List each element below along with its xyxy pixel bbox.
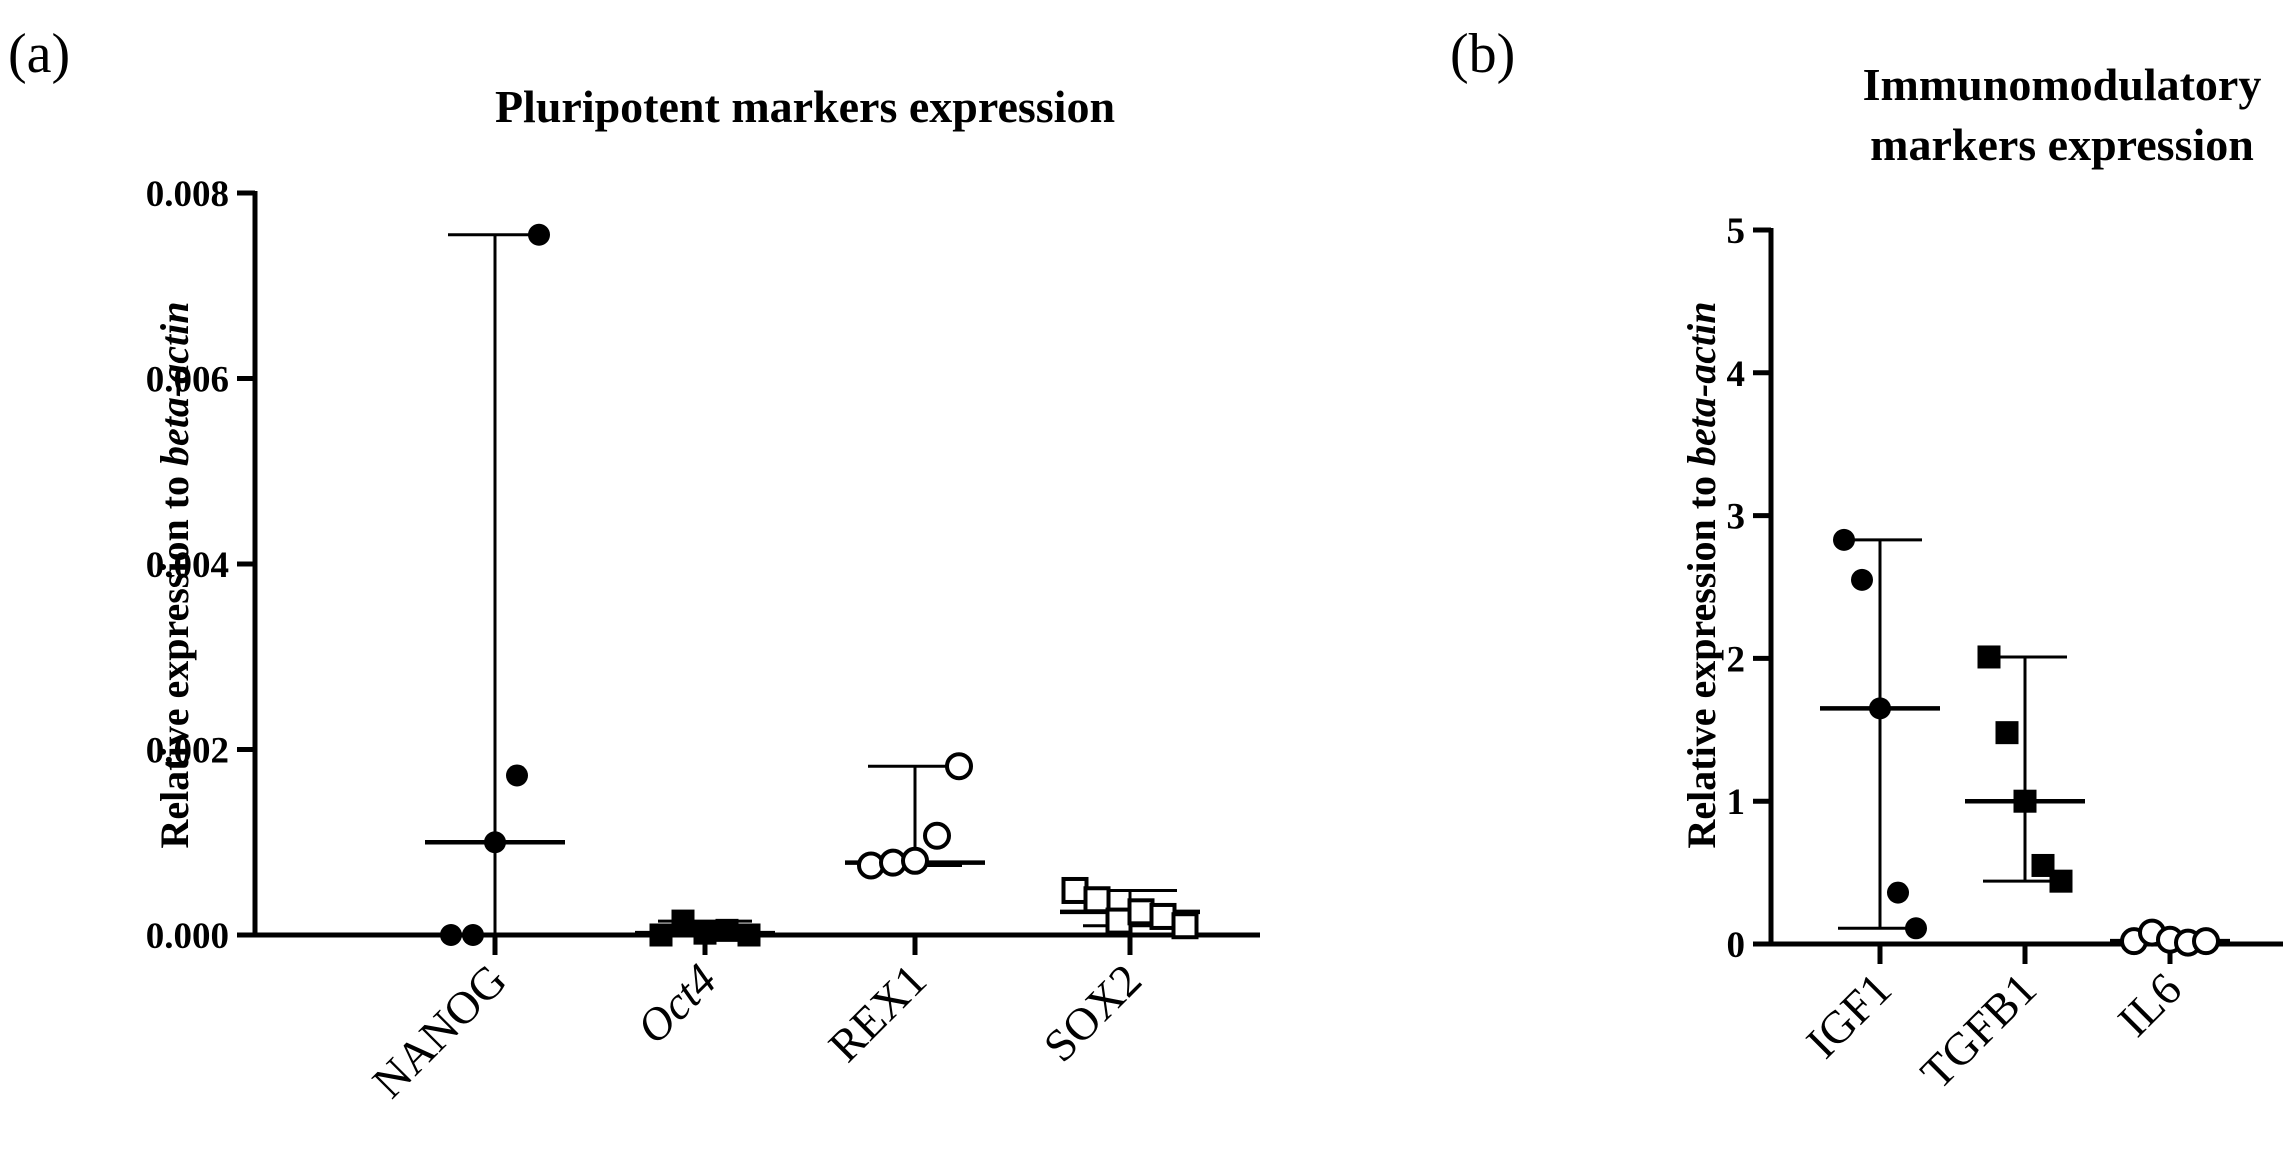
panel-a-xtick-label: REX1	[819, 954, 936, 1071]
panel-a-label: (a)	[8, 23, 70, 85]
panel-a-ytick-label: 0.002	[146, 731, 229, 772]
panel-b-xtick-label: IL6	[2108, 963, 2191, 1046]
panel-a-data-point	[1083, 886, 1111, 914]
panel-b-data-point	[2049, 869, 2073, 893]
panel-a-xtick-label: Oct4	[627, 954, 726, 1053]
panel-a-ylabel: Relative expression to beta-actin	[152, 302, 197, 849]
panel-a-data-point	[440, 924, 462, 946]
panel-a-data-point	[1061, 876, 1089, 904]
panel-b-data-point	[1851, 568, 1873, 591]
panel-b-data-point	[1887, 881, 1909, 904]
panel-a-xtick-label: NANOG	[363, 954, 517, 1108]
panel-b-title-line1: Immunomodulatory	[1863, 59, 2262, 110]
panel-b-ytick-label: 4	[1727, 354, 1746, 395]
panel-a-data-point	[462, 924, 484, 946]
panel-a-data-point	[693, 921, 717, 945]
panel-a-title: Pluripotent markers expression	[495, 81, 1115, 132]
panel-a-data-point	[1105, 907, 1133, 935]
panel-b-plot: 0 1 2 3 4 5 IGF1 TGFB1 IL6	[1727, 211, 2283, 1098]
panel-b-label: (b)	[1450, 23, 1515, 85]
panel-a-data-point	[945, 752, 973, 781]
panel-b-data-point	[2192, 927, 2220, 956]
panel-b-data-point	[1905, 917, 1927, 940]
panel-b-ytick-label: 5	[1727, 211, 1746, 252]
panel-a-data-point	[715, 918, 739, 942]
panel-b-ylabel-text: Relative expression to	[1679, 466, 1724, 849]
panel-a-ylabel-text: Relative expression to	[152, 466, 197, 849]
panel-b-data-point	[1833, 528, 1855, 551]
panel-b-data-point	[1977, 645, 2001, 669]
panel-b-data-point	[1869, 697, 1891, 720]
panel-a-ylabel-italic: beta-actin	[152, 302, 197, 466]
panel-b-data-point	[2031, 853, 2055, 877]
panel-a-data-point	[901, 846, 929, 875]
panel-b-ytick-label: 2	[1727, 639, 1746, 680]
panel-a-xtick-label: SOX2	[1034, 954, 1151, 1071]
panel-a-data-point	[649, 923, 673, 947]
panel-b-xtick-label: TGFB1	[1911, 963, 2046, 1098]
panel-a-data-point	[737, 923, 761, 947]
panel-b-ytick-label: 1	[1727, 782, 1746, 823]
panel-a-ytick-label: 0.000	[146, 916, 229, 957]
panel-b-ytick-label: 0	[1727, 925, 1746, 966]
panel-a-data-point	[923, 821, 951, 850]
panel-b-ylabel-italic: beta-actin	[1679, 302, 1724, 466]
panel-a-data-point	[528, 223, 550, 246]
panel-a-data-point	[1149, 902, 1177, 930]
panel-a-data-point	[506, 764, 528, 787]
panel-a-plot: 0.000 0.002 0.004 0.006 0.008 NANOG Oct4 REX1 SO…	[146, 174, 1260, 1108]
panel-a-ytick-label: 0.004	[146, 545, 229, 586]
panel-a-data-point	[484, 831, 506, 854]
panel-a-ytick-label: 0.008	[146, 174, 229, 215]
panel-a-data-point	[1171, 912, 1199, 940]
panel-a-data-point	[671, 909, 695, 933]
panel-b-title-line2: markers expression	[1870, 119, 2254, 170]
panel-a-data-point	[1127, 898, 1155, 926]
panel-b-data-point	[1995, 721, 2019, 745]
panel-b-data-point	[2013, 789, 2037, 813]
panel-b-ytick-label: 3	[1727, 497, 1746, 538]
panel-b-ylabel: Relative expression to beta-actin	[1679, 302, 1724, 849]
panel-b-xtick-label: IGF1	[1796, 963, 1901, 1068]
panel-a-ytick-label: 0.006	[146, 360, 229, 401]
